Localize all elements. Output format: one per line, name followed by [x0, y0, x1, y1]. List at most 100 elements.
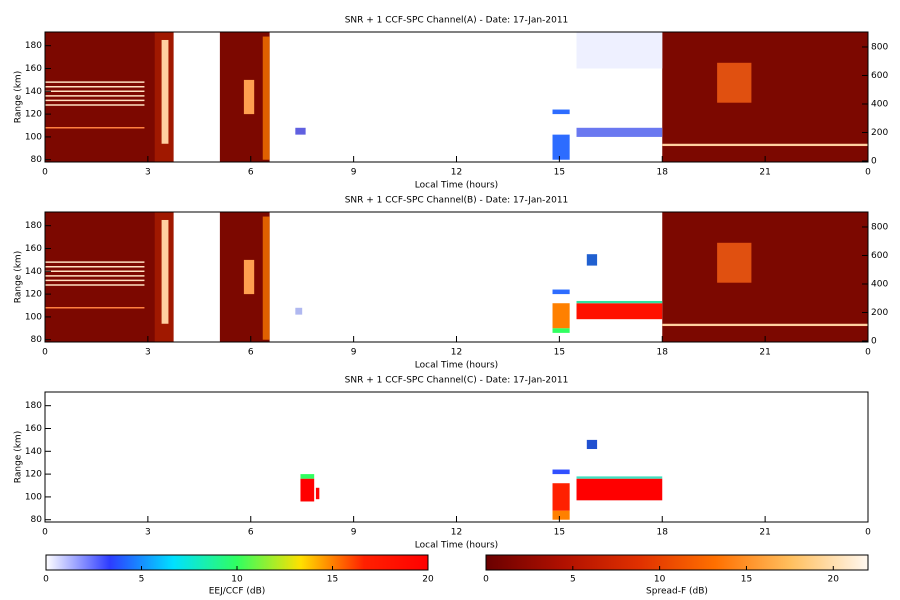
echo-region	[295, 127, 306, 135]
y-axis-label: Range (km)	[14, 431, 24, 483]
panel-title: SNR + 1 CCF-SPC Channel(B) - Date: 17-Ja…	[345, 196, 569, 206]
y-axis-label: Range (km)	[14, 71, 24, 123]
echo-region	[262, 36, 270, 160]
x-tick-label: 18	[657, 168, 669, 178]
echo-region	[300, 478, 315, 502]
echo-region	[295, 307, 303, 315]
echo-region	[173, 212, 220, 342]
x-tick-label: 9	[351, 348, 357, 358]
echo-region	[662, 32, 868, 162]
echo-region	[173, 32, 220, 162]
x-tick-label: 3	[145, 528, 151, 538]
echo-region	[552, 510, 570, 520]
x-axis-label: Local Time (hours)	[415, 361, 498, 371]
colorbar-tick-label: 5	[570, 575, 576, 585]
colorbar-tick-label: 20	[422, 575, 434, 585]
x-tick-label: 6	[248, 348, 254, 358]
x-tick-label: 0	[42, 528, 48, 538]
x-tick-label: 9	[351, 528, 357, 538]
x-axis-label: Local Time (hours)	[415, 541, 498, 551]
echo-region	[662, 323, 868, 327]
x-tick-label: 0	[42, 348, 48, 358]
echo-region	[576, 476, 663, 479]
y-tick-label: 100	[25, 132, 42, 142]
y2-tick-label: 800	[871, 42, 888, 52]
x-axis-label: Local Time (hours)	[415, 181, 498, 191]
echo-region	[243, 259, 255, 295]
colorbar-tick-label: 15	[741, 575, 752, 585]
echo-region	[552, 303, 570, 329]
y2-tick-label: 200	[871, 128, 888, 138]
x-tick-label: 6	[248, 168, 254, 178]
x-tick-label: 0	[865, 168, 871, 178]
x-tick-label: 0	[865, 528, 871, 538]
y-tick-label: 140	[25, 447, 42, 457]
x-tick-label: 21	[759, 348, 770, 358]
echo-region	[552, 328, 570, 333]
x-tick-label: 15	[554, 528, 565, 538]
echo-region	[262, 216, 270, 340]
echo-region	[662, 143, 868, 147]
panel: SNR + 1 CCF-SPC Channel(B) - Date: 17-Ja…	[14, 196, 889, 371]
echo-region	[552, 134, 570, 160]
colorbar-tick-label: 15	[327, 575, 338, 585]
x-tick-label: 15	[554, 348, 565, 358]
y-tick-label: 80	[31, 155, 43, 165]
y2-tick-label: 0	[871, 157, 877, 167]
panel: SNR + 1 CCF-SPC Channel(C) - Date: 17-Ja…	[14, 376, 872, 551]
y2-tick-label: 800	[871, 222, 888, 232]
x-tick-label: 15	[554, 168, 565, 178]
echo-region	[552, 109, 570, 115]
colorbar-tick-label: 10	[231, 575, 243, 585]
echo-region	[552, 289, 570, 295]
x-tick-label: 18	[657, 528, 669, 538]
echo-region	[45, 32, 174, 162]
y-tick-label: 100	[25, 312, 42, 322]
y-tick-label: 140	[25, 267, 42, 277]
y2-tick-label: 600	[871, 251, 888, 261]
y-tick-label: 80	[31, 335, 43, 345]
y-tick-label: 100	[25, 492, 42, 502]
x-tick-label: 3	[145, 348, 151, 358]
y-tick-label: 180	[25, 401, 42, 411]
x-tick-label: 18	[657, 348, 669, 358]
echo-region	[243, 79, 255, 115]
echo-region	[45, 212, 174, 342]
colorbar	[485, 554, 869, 571]
echo-region	[576, 303, 663, 320]
colorbar-tick-label: 10	[654, 575, 666, 585]
y-tick-label: 180	[25, 221, 42, 231]
x-tick-label: 12	[451, 168, 462, 178]
x-tick-label: 0	[865, 348, 871, 358]
echo-region	[717, 62, 752, 103]
y2-tick-label: 400	[871, 99, 888, 109]
y2-tick-label: 200	[871, 308, 888, 318]
panel-title: SNR + 1 CCF-SPC Channel(A) - Date: 17-Ja…	[345, 16, 569, 26]
plot-frame	[44, 391, 869, 523]
echo-region	[300, 474, 315, 479]
panel-title: SNR + 1 CCF-SPC Channel(C) - Date: 17-Ja…	[345, 376, 569, 386]
y-tick-label: 180	[25, 41, 42, 51]
echo-region	[161, 39, 169, 144]
x-tick-label: 0	[42, 168, 48, 178]
y-axis-label: Range (km)	[14, 251, 24, 303]
echo-region	[586, 439, 598, 450]
echo-region	[576, 127, 663, 137]
y2-tick-label: 400	[871, 279, 888, 289]
echo-region	[552, 469, 570, 475]
y-tick-label: 160	[25, 64, 42, 74]
x-tick-label: 6	[248, 528, 254, 538]
y-tick-label: 120	[25, 110, 42, 120]
y-tick-label: 140	[25, 87, 42, 97]
echo-region	[586, 254, 598, 266]
y-tick-label: 160	[25, 244, 42, 254]
y2-tick-label: 600	[871, 71, 888, 81]
echo-region	[662, 212, 868, 342]
y-tick-label: 160	[25, 424, 42, 434]
panel: SNR + 1 CCF-SPC Channel(A) - Date: 17-Ja…	[14, 16, 889, 191]
x-tick-label: 21	[759, 168, 770, 178]
y2-tick-label: 0	[871, 337, 877, 347]
x-tick-label: 3	[145, 168, 151, 178]
x-tick-label: 9	[351, 168, 357, 178]
